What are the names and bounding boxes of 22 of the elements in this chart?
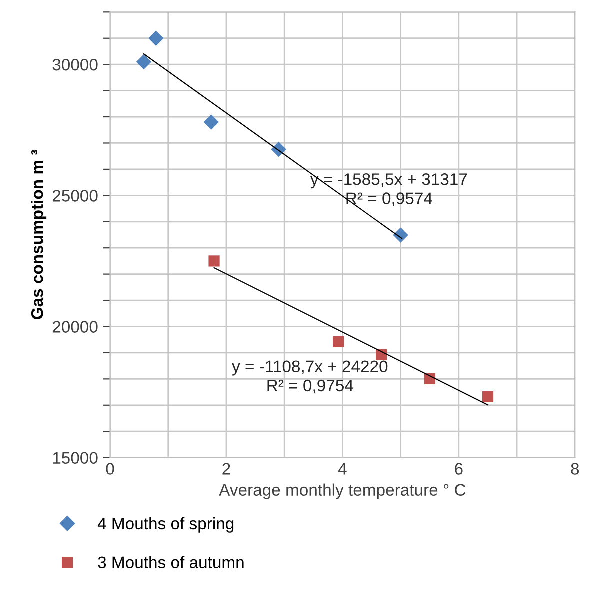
y-axis-title: Gas consumption m ³ xyxy=(31,150,47,320)
y-tick-label: 30000 xyxy=(52,58,98,71)
legend-label: 4 Mouths of spring xyxy=(98,517,234,533)
annotation: y = -1108,7x + 24220 R² = 0,9754 xyxy=(232,360,388,394)
x-tick-label: 4 xyxy=(338,463,347,475)
point xyxy=(333,336,344,348)
point xyxy=(136,54,152,70)
point xyxy=(208,256,220,267)
x-tick-label: 0 xyxy=(106,463,114,475)
point xyxy=(393,228,408,243)
point xyxy=(204,114,219,130)
x-tick-label: 6 xyxy=(455,463,463,475)
annotation: y = -1585,5x + 31317 R² = 0,9574 xyxy=(310,174,468,206)
x-axis-title: Average monthly temperature ° C xyxy=(219,484,466,500)
x-tick-label: 8 xyxy=(571,463,580,475)
point xyxy=(148,30,164,46)
point xyxy=(482,391,494,403)
legend-label: 3 Mouths of autumn xyxy=(98,556,244,568)
y-tick-label: 15000 xyxy=(53,452,98,464)
x-tick-label: 2 xyxy=(222,463,230,475)
y-tick-label: 25000 xyxy=(52,190,98,202)
y-tick-label: 20000 xyxy=(52,321,98,333)
